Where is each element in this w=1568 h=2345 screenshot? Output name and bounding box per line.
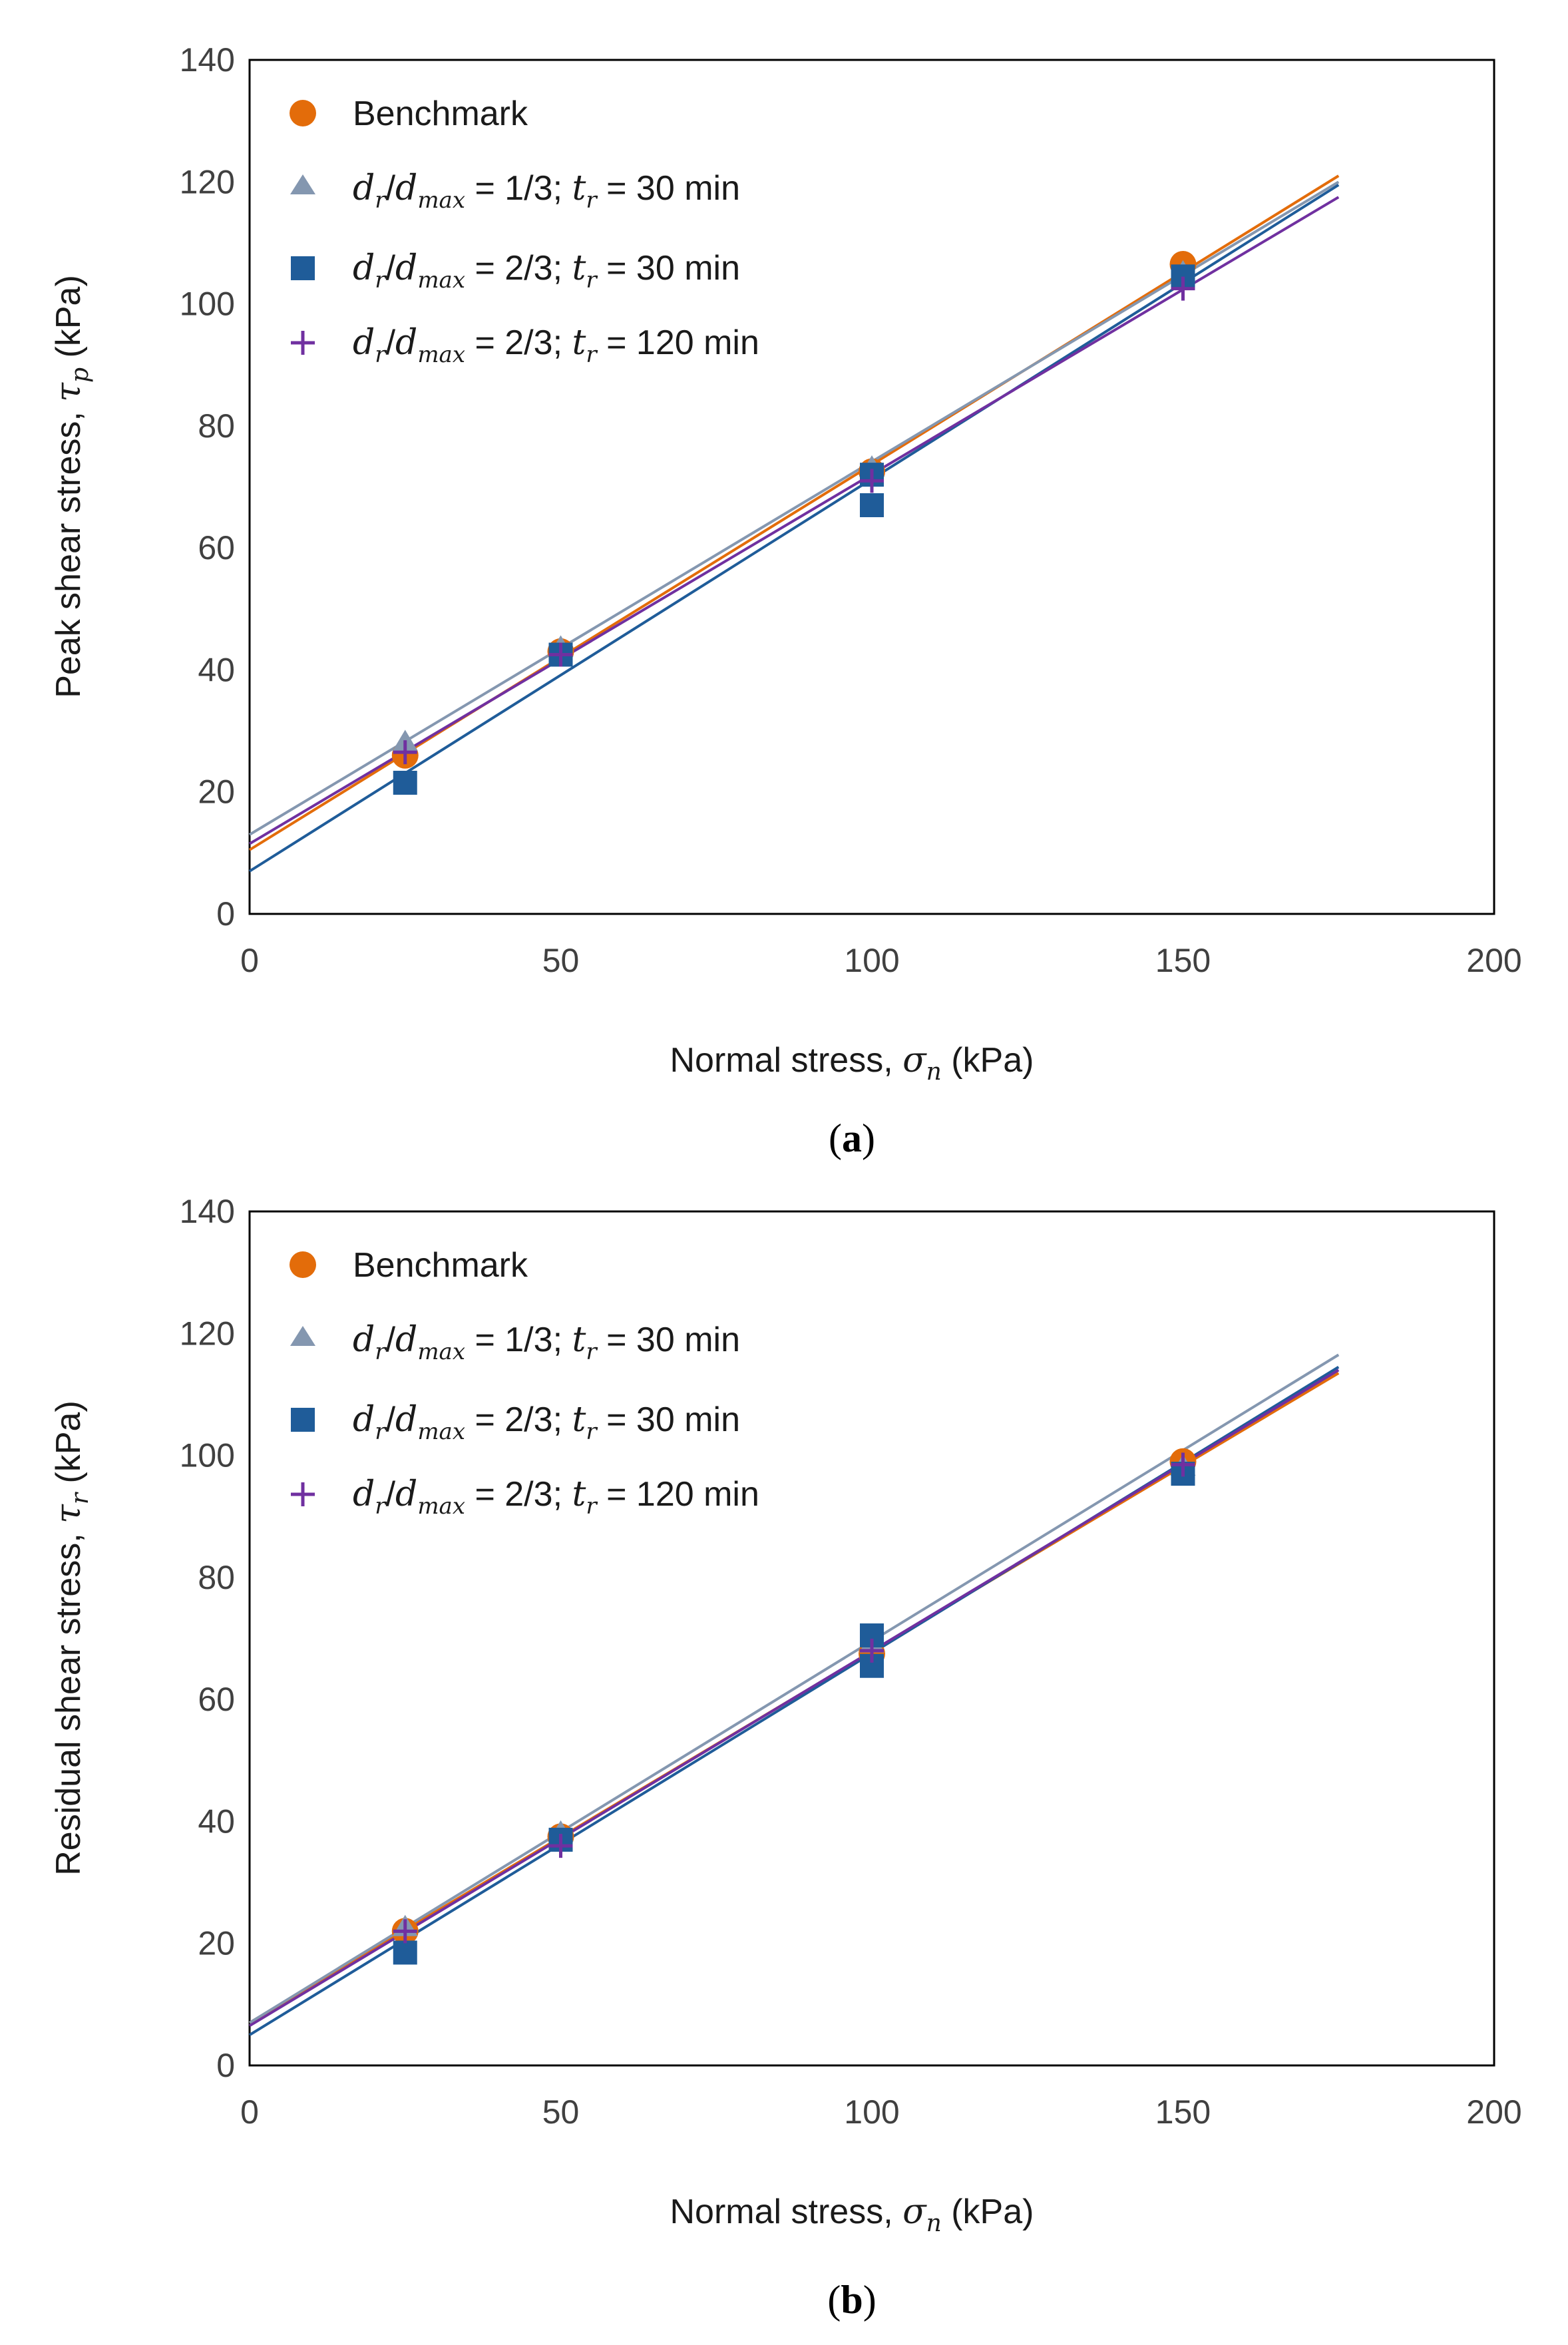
fit-line-series-4	[248, 196, 1340, 845]
y-tick-label: 20	[198, 773, 235, 811]
fit-lines-b	[248, 1353, 1340, 2036]
legend-marker-plus-b	[291, 1482, 315, 1506]
panel-caption-a: (a)	[829, 1116, 875, 1160]
legend-label-series-4-b: dr/dmax = 2/3; tr = 120 min	[353, 1474, 759, 1520]
panel-a: 0 20 40 60 80 100 120 140 0 50 100 150 200 Benchmar…	[49, 41, 1522, 1160]
data-point-series-4	[393, 1919, 417, 1944]
x-axis-title-b: Normal stress, σn (kPa)	[670, 2192, 1034, 2237]
y-tick-labels-b: 0 20 40 60 80 100 120 140	[180, 1193, 235, 2084]
legend-marker-benchmark-b	[290, 1251, 316, 1278]
x-tick-label: 100	[844, 2093, 899, 2131]
data-point-series-4	[548, 642, 573, 667]
y-tick-label: 80	[198, 1559, 235, 1596]
y-tick-label: 120	[180, 163, 235, 200]
fit-line-series-4	[248, 1369, 1340, 2027]
data-point-series-4	[1171, 276, 1195, 301]
y-tick-label: 80	[198, 407, 235, 445]
data-point-series-3	[393, 1940, 417, 1965]
x-tick-label: 200	[1466, 2093, 1521, 2131]
legend-marker-benchmark	[290, 100, 316, 126]
data-point-series-4	[860, 1638, 884, 1663]
data-points-a	[391, 251, 1197, 795]
legend-marker-triangle	[290, 174, 315, 194]
y-tick-label: 60	[198, 1681, 235, 1718]
legend-marker-plus	[291, 331, 315, 355]
y-tick-label: 20	[198, 1925, 235, 1962]
y-tick-label: 140	[180, 41, 235, 79]
x-tick-label: 0	[240, 942, 259, 979]
y-axis-title-b: Residual shear stress, τr (kPa)	[49, 1400, 94, 1876]
y-tick-labels-a: 0 20 40 60 80 100 120 140	[180, 41, 235, 933]
fit-line-series-2	[248, 180, 1340, 836]
data-point-series-4	[860, 469, 884, 493]
y-tick-label: 140	[180, 1193, 235, 1230]
y-tick-label: 40	[198, 651, 235, 688]
x-tick-label: 50	[542, 942, 580, 979]
x-tick-labels-a: 0 50 100 150 200	[240, 942, 1522, 979]
legend-label-benchmark-b: Benchmark	[353, 1246, 528, 1285]
legend-a: Benchmark dr/dmax = 1/3; tr = 30 min dr/…	[290, 95, 759, 368]
x-tick-label: 200	[1466, 942, 1521, 979]
y-tick-label: 120	[180, 1315, 235, 1352]
data-points-b	[391, 1448, 1197, 1965]
y-tick-label: 0	[216, 2047, 235, 2084]
x-tick-label: 150	[1155, 942, 1211, 979]
legend-marker-triangle-b	[290, 1326, 315, 1346]
x-tick-labels-b: 0 50 100 150 200	[240, 2093, 1522, 2131]
y-axis-title-a: Peak shear stress, τp (kPa)	[49, 275, 94, 698]
x-axis-title-a: Normal stress, σn (kPa)	[670, 1040, 1034, 1086]
x-tick-label: 50	[542, 2093, 580, 2131]
legend-label-benchmark: Benchmark	[353, 95, 528, 133]
legend-marker-square	[291, 256, 315, 280]
y-tick-label: 60	[198, 529, 235, 566]
fit-lines-a	[248, 174, 1340, 873]
fit-line-series-2	[248, 1353, 1340, 2024]
x-tick-label: 150	[1155, 2093, 1211, 2131]
legend-marker-square-b	[291, 1408, 315, 1432]
data-point-series-4	[548, 1834, 573, 1858]
legend-label-series-4: dr/dmax = 2/3; tr = 120 min	[353, 323, 759, 368]
legend-label-series-3-b: dr/dmax = 2/3; tr = 30 min	[353, 1400, 740, 1445]
data-point-series-3	[393, 770, 417, 795]
legend-label-series-2-b: dr/dmax = 1/3; tr = 30 min	[353, 1320, 740, 1365]
x-tick-label: 100	[844, 942, 899, 979]
panel-b: 0 20 40 60 80 100 120 140 0 50 100 150 200 Benchmar…	[49, 1193, 1522, 2322]
legend-b: Benchmark dr/dmax = 1/3; tr = 30 min dr/…	[290, 1246, 759, 1520]
y-tick-label: 100	[180, 286, 235, 323]
legend-label-series-2: dr/dmax = 1/3; tr = 30 min	[353, 168, 740, 214]
y-tick-label: 100	[180, 1437, 235, 1474]
data-point-series-3	[860, 493, 884, 517]
y-tick-label: 0	[216, 895, 235, 933]
fit-line-series-3	[248, 184, 1340, 873]
legend-label-series-3: dr/dmax = 2/3; tr = 30 min	[353, 248, 740, 294]
y-tick-label: 40	[198, 1803, 235, 1840]
panel-caption-b: (b)	[827, 2278, 876, 2322]
data-point-series-4	[1171, 1452, 1195, 1477]
x-tick-label: 0	[240, 2093, 259, 2131]
data-point-series-4	[393, 740, 417, 765]
